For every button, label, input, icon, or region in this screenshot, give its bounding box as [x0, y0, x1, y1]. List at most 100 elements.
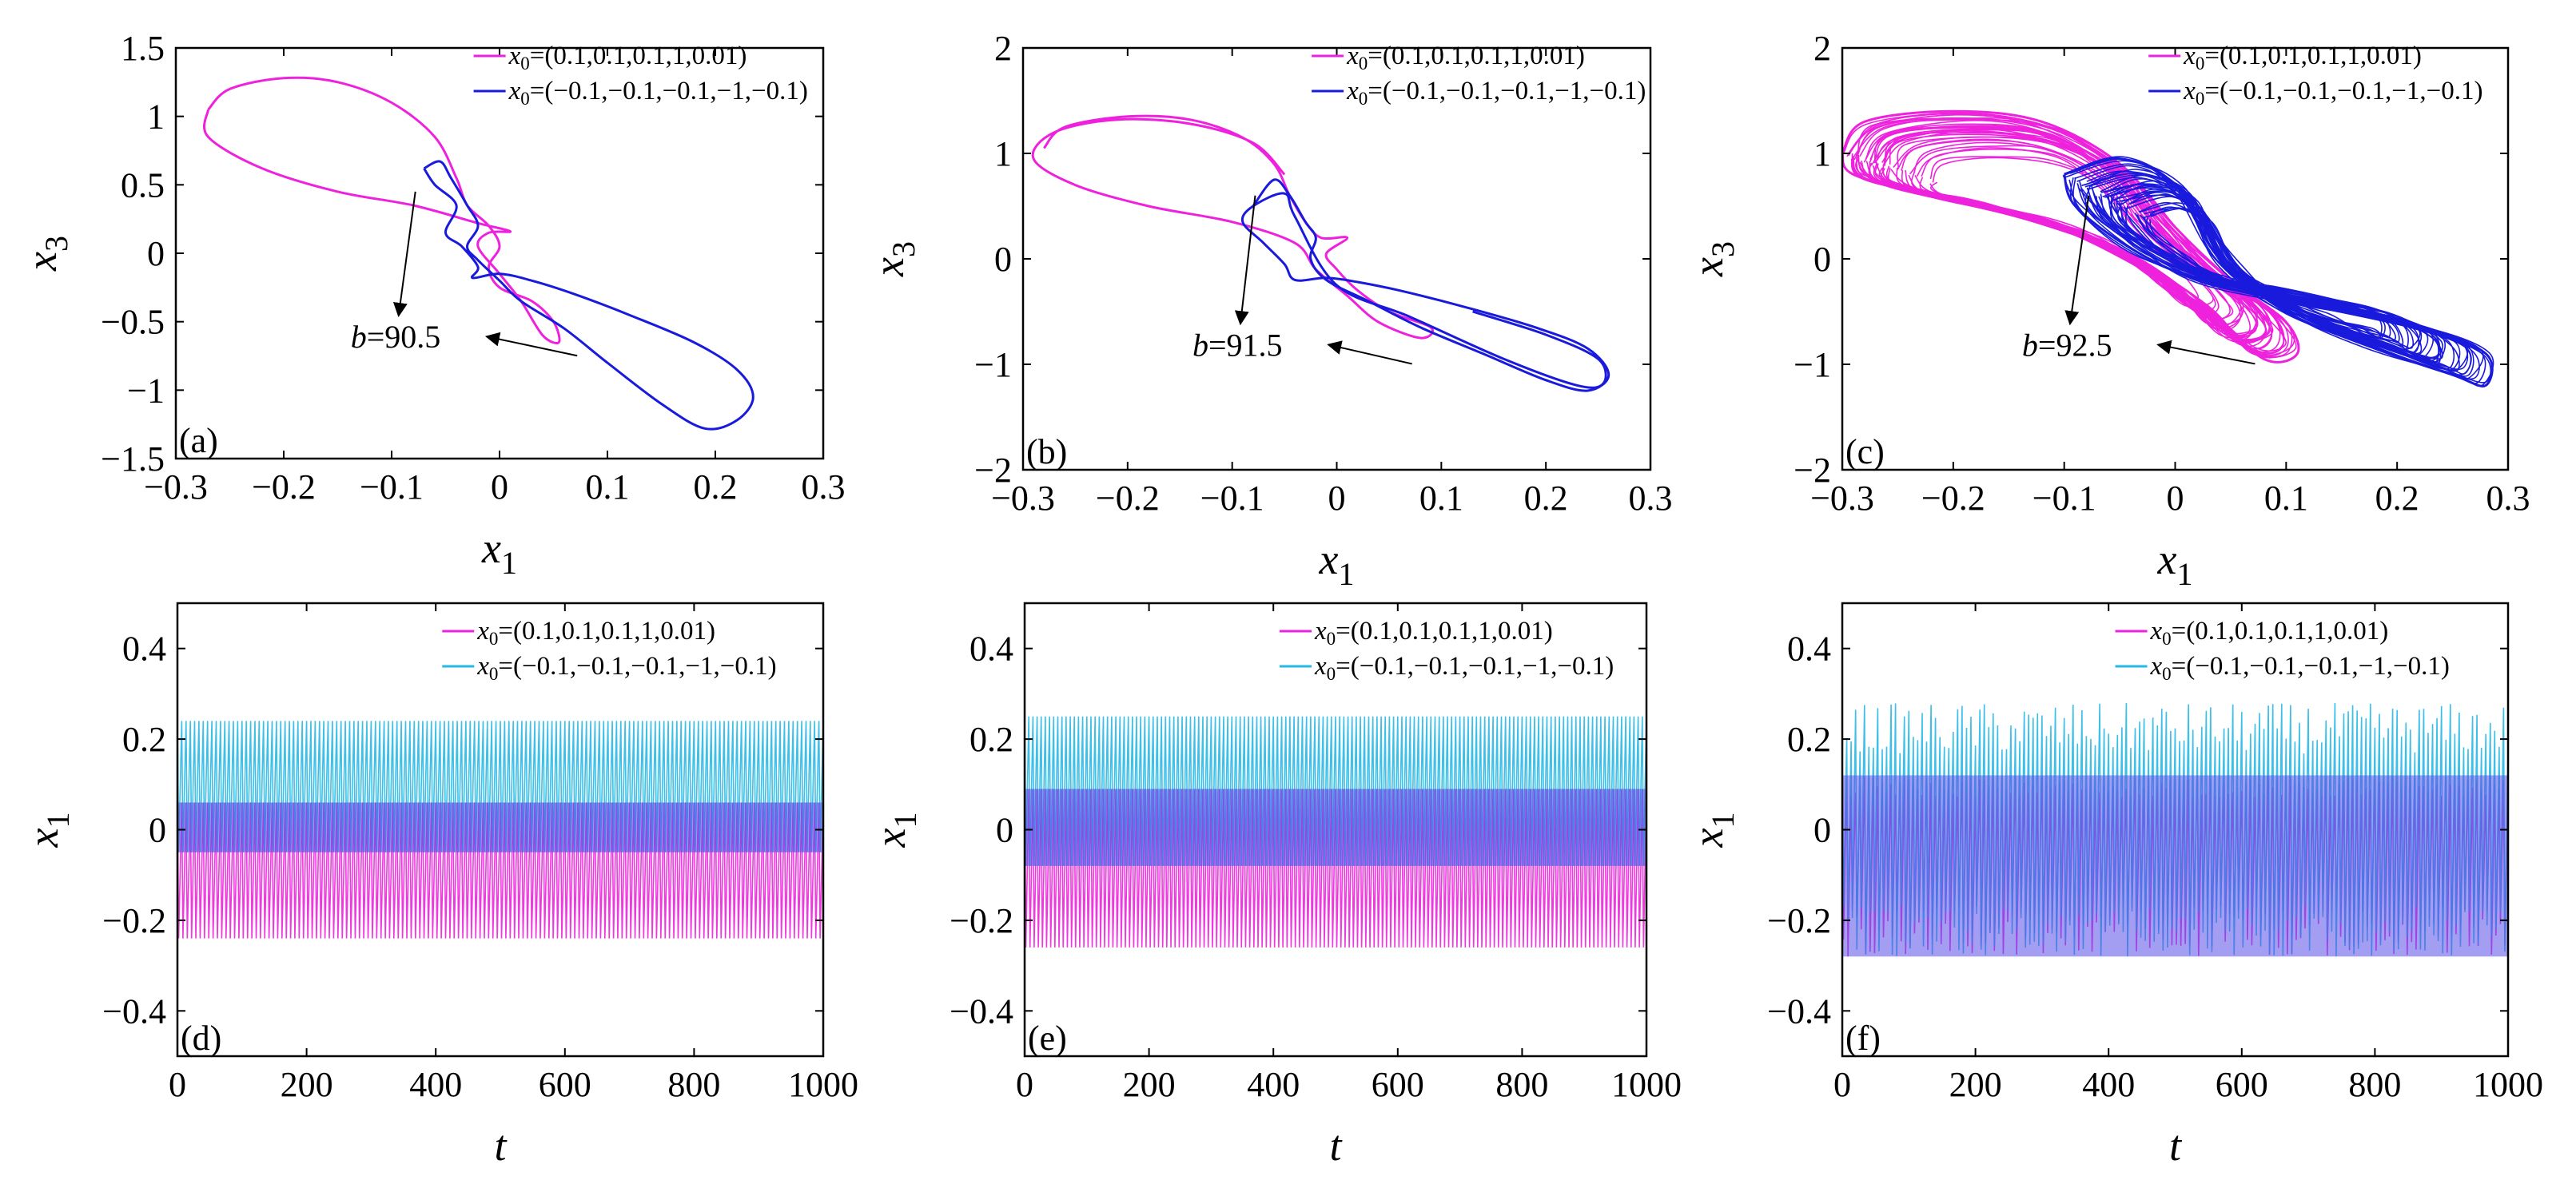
panel-d: 0 200 400 600 800 1000 −0.4 −0.2 0 0.2 0.4 t x1 (d) x0…	[19, 602, 858, 1170]
panel-label: (c)	[1845, 432, 1885, 471]
y-tick-label: 2	[1814, 29, 1831, 68]
trajectory-blue	[423, 160, 754, 431]
trajectory-blue	[2063, 157, 2494, 387]
trajectory-loop	[1881, 130, 2258, 335]
x-tick-label: −0.1	[360, 467, 424, 507]
panel-a: −0.3 −0.2 −0.1 0 0.1 0.2 0.3 −1.5 −1 −0.5 0 0.5 1 1.5…	[18, 29, 846, 581]
legend-entry: x0=(−0.1,−0.1,−0.1,−1,−0.1)	[476, 652, 776, 684]
x-tick-label: 600	[2216, 1065, 2268, 1104]
panel-label: (b)	[1026, 432, 1067, 471]
y-tick-label: 2	[994, 29, 1012, 68]
plot-frame	[1021, 46, 1652, 471]
y-tick-label: −1	[1794, 345, 1831, 384]
y-tick-label: 0.4	[122, 630, 166, 669]
trajectory-loop	[2143, 208, 2391, 338]
x-tick-label: 0.1	[586, 467, 630, 507]
x-tick-label: −0.3	[144, 467, 208, 507]
panel-e: 0 200 400 600 800 1000 −0.4 −0.2 0 0.2 0.4 t x1 (e) x0…	[866, 602, 1682, 1170]
trajectory-loop	[1883, 131, 2258, 339]
y-tick-label: −1	[974, 345, 1012, 384]
annotation-arrow	[2064, 195, 2090, 326]
trajectory-loop	[2077, 169, 2472, 375]
annotation-arrow	[2156, 340, 2255, 365]
legend-entry: x0=(0.1,0.1,0.1,1,0.01)	[1314, 617, 1553, 649]
legend-entry: x0=(0.1,0.1,0.1,1,0.01)	[2150, 617, 2389, 649]
legend-entry: x0=(−0.1,−0.1,−0.1,−1,−0.1)	[1314, 652, 1614, 684]
y-tick-label: −0.5	[101, 303, 165, 342]
overlap-band	[1842, 775, 2508, 957]
y-tick-label: −0.4	[950, 991, 1013, 1031]
legend-entry: x0=(0.1,0.1,0.1,1,0.01)	[508, 42, 747, 74]
panel-b: −0.3 −0.2 −0.1 0 0.1 0.2 0.3 −2 −1 0 1 2 x1 x3 (b) x0=(…	[865, 29, 1673, 592]
trajectory-magenta	[203, 76, 561, 344]
legend-entry: x0=(−0.1,−0.1,−0.1,−1,−0.1)	[2183, 77, 2482, 109]
plot-frame	[174, 46, 825, 460]
y-tick-label: 0.4	[969, 630, 1013, 669]
legend-entry: x0=(−0.1,−0.1,−0.1,−1,−0.1)	[2150, 652, 2450, 684]
panel-label: (e)	[1028, 1019, 1067, 1058]
legend-entry: x0=(−0.1,−0.1,−0.1,−1,−0.1)	[1346, 77, 1646, 109]
x-tick-label: 800	[667, 1065, 720, 1104]
x-tick-label: −0.2	[252, 467, 316, 507]
y-axis-label: x3	[1684, 241, 1741, 277]
x-tick-label: −0.1	[2033, 479, 2096, 518]
x-tick-label: 1000	[788, 1065, 858, 1104]
y-tick-label: 1	[1814, 134, 1831, 173]
annotation-arrow	[1234, 195, 1256, 326]
x-tick-label: 0.1	[1419, 479, 1463, 518]
x-tick-label: 400	[2082, 1065, 2135, 1104]
legend-entry: x0=(0.1,0.1,0.1,1,0.01)	[476, 617, 715, 649]
y-tick-label: −1.5	[101, 439, 165, 479]
legend-entry: x0=(0.1,0.1,0.1,1,0.01)	[2183, 42, 2422, 74]
x-tick-label: 0.2	[694, 467, 738, 507]
x-tick-label: 200	[1949, 1065, 2002, 1104]
trajectory-loop	[2125, 192, 2421, 351]
bifurcation-annotation: b=90.5	[351, 319, 441, 355]
x-tick-label: 600	[1372, 1065, 1424, 1104]
x-axis-label: t	[2169, 1122, 2183, 1170]
y-tick-label: 0.2	[969, 720, 1013, 759]
y-tick-label: 1	[147, 97, 165, 137]
y-tick-label: −0.2	[1767, 901, 1831, 940]
panel-c: −0.3 −0.2 −0.1 0 0.1 0.2 0.3 −2 −1 0 1 2 x1 x3 (c) x0=(…	[1684, 29, 2530, 592]
y-tick-label: −1	[127, 371, 165, 410]
legend-entry: x0=(−0.1,−0.1,−0.1,−1,−0.1)	[508, 77, 808, 109]
trajectory-magenta	[1031, 114, 1434, 340]
y-tick-label: 0.2	[1787, 720, 1831, 759]
y-tick-label: −0.2	[950, 901, 1013, 940]
x-tick-label: −0.2	[1096, 479, 1160, 518]
y-tick-label: −0.4	[1767, 991, 1831, 1031]
legend-entry: x0=(0.1,0.1,0.1,1,0.01)	[1346, 42, 1585, 74]
trajectory-loop	[2112, 190, 2429, 356]
x-tick-label: 400	[409, 1065, 462, 1104]
overlap-band	[177, 802, 823, 852]
trajectory-loop	[2098, 183, 2442, 367]
x-tick-label: 0.1	[2264, 479, 2308, 518]
annotation-arrow	[484, 332, 578, 357]
overlap-band	[1025, 789, 1646, 866]
x-tick-label: −0.2	[1921, 479, 1985, 518]
x-tick-label: −0.3	[1810, 479, 1874, 518]
y-axis-label: x3	[865, 241, 922, 277]
y-tick-label: 0.2	[122, 720, 166, 759]
x-tick-label: 1000	[2473, 1065, 2543, 1104]
panel-label: (d)	[181, 1019, 221, 1058]
trajectory-loop	[2112, 189, 2423, 354]
y-tick-label: 0	[149, 811, 166, 850]
x-tick-label: 0.2	[1524, 479, 1568, 518]
y-tick-label: 0	[1814, 811, 1831, 850]
annotation-arrow	[1327, 340, 1412, 365]
x-tick-label: −0.1	[1200, 479, 1264, 518]
x-tick-label: 800	[1495, 1065, 1548, 1104]
y-tick-label: 0	[1814, 240, 1831, 279]
x-axis-label: t	[494, 1122, 508, 1170]
y-tick-label: −0.2	[102, 901, 166, 940]
x-axis-label: x1	[1319, 535, 1355, 592]
panel-label: (f)	[1845, 1019, 1881, 1058]
x-tick-label: 0	[1328, 479, 1346, 518]
trajectory-loop	[2144, 207, 2396, 341]
x-axis-label: x1	[481, 524, 517, 581]
x-tick-label: 0	[2167, 479, 2184, 518]
x-tick-label: 0.3	[802, 467, 846, 507]
panel-label: (a)	[179, 421, 218, 460]
